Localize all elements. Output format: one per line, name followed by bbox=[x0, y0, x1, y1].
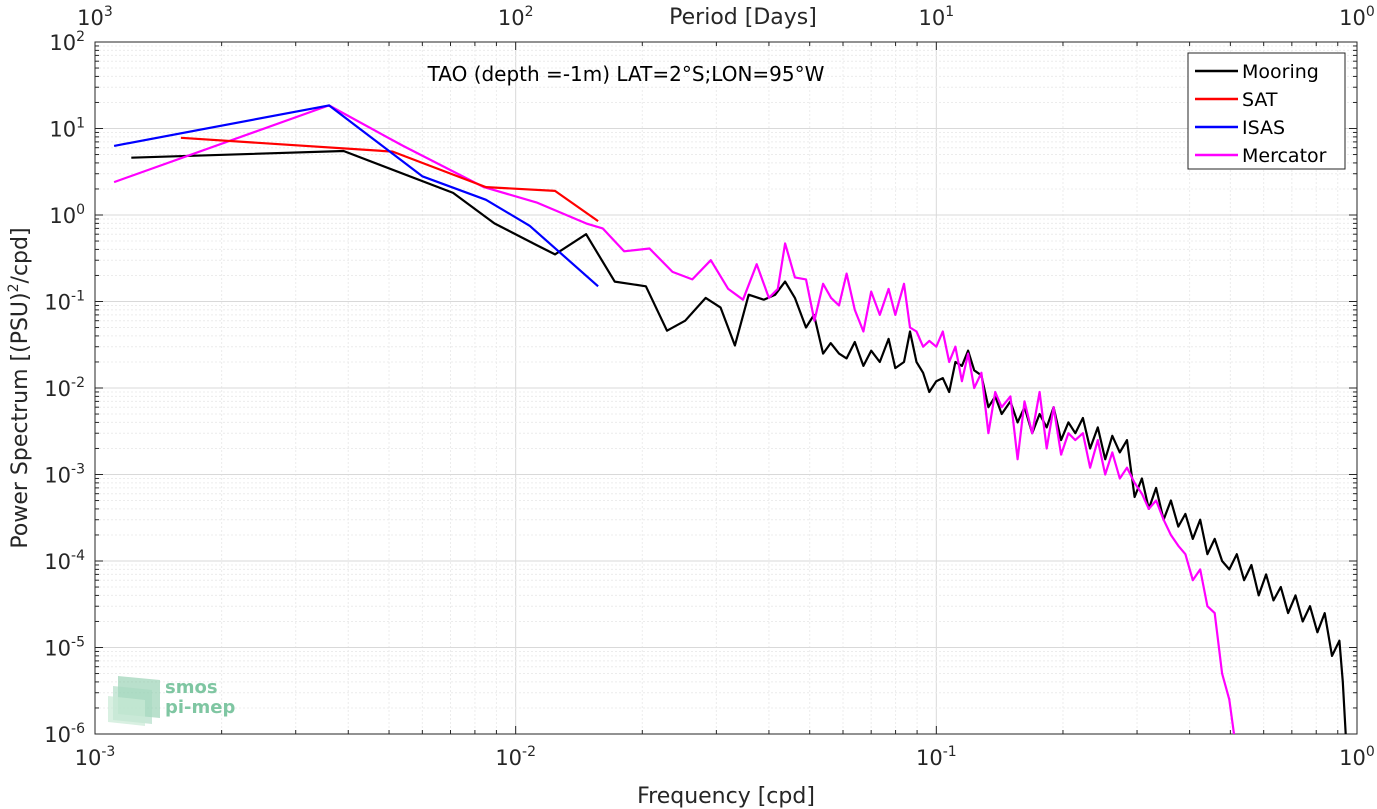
x-tick-label: 10-3 bbox=[75, 744, 116, 770]
top-tick-label: 103 bbox=[77, 4, 113, 30]
y-tick-label: 10-1 bbox=[44, 289, 85, 315]
x-axis-ticks: 10-3 10-2 10-1 100 bbox=[75, 726, 1375, 770]
legend-label-sat: SAT bbox=[1242, 89, 1278, 111]
y-tick-label: 10-3 bbox=[44, 462, 85, 488]
logo-text-smos: smos bbox=[165, 677, 218, 698]
y-tick-label: 10-4 bbox=[44, 548, 85, 574]
chart-title: TAO (depth =-1m) LAT=2°S;LON=95°W bbox=[427, 62, 825, 86]
legend-label-isas: ISAS bbox=[1242, 117, 1285, 139]
y-tick-label: 101 bbox=[49, 116, 85, 142]
x-tick-label: 100 bbox=[1339, 744, 1375, 770]
x-tick-label: 10-2 bbox=[495, 744, 536, 770]
logo-text-pimep: pi-mep bbox=[165, 697, 235, 718]
grid bbox=[94, 42, 1357, 735]
logo-mark-layer-2 bbox=[108, 696, 145, 726]
top-axis-ticks: 103 102 101 100 bbox=[77, 4, 1375, 50]
series-lines bbox=[113, 104, 1347, 735]
top-tick-label: 100 bbox=[1339, 4, 1375, 30]
legend-label-mooring: Mooring bbox=[1242, 61, 1319, 83]
y-tick-label: 10-2 bbox=[44, 375, 85, 401]
series-line-mercator bbox=[113, 104, 1236, 735]
y-tick-label: 100 bbox=[49, 202, 85, 228]
y-axis-ticks: 102 101 100 10-1 10-2 10-3 10-4 10-5 10-6 bbox=[44, 29, 1357, 747]
x-tick-label: 10-1 bbox=[916, 744, 957, 770]
y-tick-label: 102 bbox=[49, 29, 85, 55]
top-axis-label: Period [Days] bbox=[669, 5, 817, 30]
smos-pi-mep-logo: smos pi-mep bbox=[108, 676, 235, 726]
top-tick-label: 102 bbox=[498, 4, 534, 30]
series-line-isas bbox=[113, 104, 599, 288]
legend: Mooring SAT ISAS Mercator bbox=[1187, 52, 1346, 170]
legend-box bbox=[1187, 52, 1346, 170]
y-tick-label: 10-5 bbox=[44, 635, 85, 661]
y-axis-label: Power Spectrum [(PSU)2/cpd] bbox=[6, 227, 33, 548]
top-tick-label: 101 bbox=[919, 4, 955, 30]
series-line-mooring bbox=[131, 149, 1347, 735]
legend-label-mercator: Mercator bbox=[1242, 145, 1327, 167]
series-line-sat bbox=[180, 136, 599, 223]
x-axis-label: Frequency [cpd] bbox=[637, 784, 815, 809]
y-tick-label: 10-6 bbox=[44, 721, 85, 747]
